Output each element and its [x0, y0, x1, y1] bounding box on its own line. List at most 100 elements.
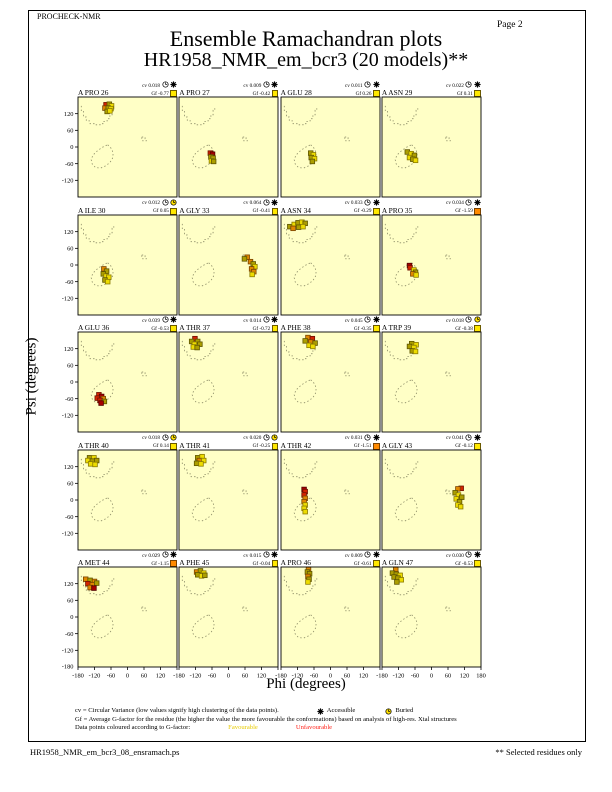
subplot-header: A PHE 45 cv 0.015 Gf -0.04 — [179, 551, 279, 567]
svg-text:-60: -60 — [411, 673, 420, 680]
gf-value: Gf -0.41 — [252, 208, 271, 215]
subplot-a-thr-41: A THR 41 cv 0.020 Gf -0.25 — [178, 434, 279, 550]
residue-stats: cv 0.064 Gf -0.41 — [243, 199, 279, 215]
svg-text:0: 0 — [227, 673, 230, 680]
subplot-header: A ILE 30 cv 0.012 Gf 0.05 — [78, 199, 177, 215]
legend-colour-text: Data points coloured according to G-fact… — [75, 724, 191, 732]
subplot-a-phe-38: A PHE 38 cv 0.045 Gf -0.35 — [280, 316, 381, 433]
svg-text:0: 0 — [70, 262, 73, 269]
residue-label: A GLU 36 — [78, 323, 110, 332]
subplot-header: A THR 40 cv 0.018 Gf 0.14 — [78, 434, 177, 450]
y-axis-label: Psi (degrees) — [23, 337, 40, 416]
clock-icon — [263, 316, 270, 325]
plots-grid: A PRO 26 cv 0.018 Gf -0.77 120 60 0 -60 -120 A P… — [62, 81, 486, 680]
residue-stats: cv 0.018 Gf -0.38 — [446, 316, 481, 332]
accessible-star-icon — [271, 199, 278, 208]
residue-label: A TRP 39 — [381, 323, 412, 332]
gf-value: Gf -0.42 — [252, 90, 271, 97]
subplot-a-glu-28: A GLU 28 cv 0.011 Gf 0.26 — [280, 81, 381, 198]
cv-value: cv 0.033 — [344, 200, 363, 207]
page-number: Page 2 — [497, 20, 523, 30]
cv-value: cv 0.031 — [344, 435, 363, 442]
svg-text:-180: -180 — [275, 673, 287, 680]
accessible-star-icon — [474, 199, 481, 208]
accessible-star-icon — [474, 551, 481, 560]
svg-text:0: 0 — [70, 144, 73, 151]
subplot-a-gly-33: A GLY 33 cv 0.064 Gf -0.41 — [178, 199, 279, 315]
subplot-header: A THR 41 cv 0.020 Gf -0.25 — [179, 434, 279, 450]
ramachandran-plot — [280, 331, 381, 433]
cv-value: cv 0.009 — [344, 552, 363, 559]
accessible-star-icon — [317, 708, 324, 715]
residue-stats: cv 0.009 Gf -0.42 — [243, 81, 279, 97]
svg-text:-120: -120 — [62, 178, 74, 185]
svg-text:0: 0 — [430, 673, 433, 680]
svg-text:120: 120 — [64, 581, 74, 588]
subplot-header: A PHE 38 cv 0.045 Gf -0.35 — [280, 316, 380, 332]
subplot-header: A GLU 28 cv 0.011 Gf 0.26 — [281, 81, 380, 97]
clock-icon — [263, 199, 270, 208]
accessible-star-icon — [170, 81, 177, 90]
clock-icon — [364, 81, 371, 90]
clock-icon — [364, 199, 371, 208]
ramachandran-plot — [381, 214, 482, 315]
gf-value: Gf -0.25 — [252, 443, 271, 450]
clock-icon — [465, 316, 472, 325]
cv-value: cv 0.039 — [142, 317, 160, 324]
subplot-header: A TRP 39 cv 0.018 Gf -0.38 — [381, 316, 481, 332]
gf-colour-square — [271, 207, 279, 215]
clock-icon — [364, 316, 371, 325]
gf-colour-square — [474, 207, 481, 215]
clock-icon — [161, 551, 169, 560]
buried-label: Buried — [395, 707, 414, 714]
residue-stats: cv 0.012 Gf 0.05 — [142, 199, 177, 215]
cv-value: cv 0.014 — [243, 317, 262, 324]
gf-value: Gf -0.53 — [151, 325, 169, 332]
gf-value: Gf -1.59 — [455, 208, 473, 215]
gf-value: Gf -0.29 — [353, 208, 372, 215]
ramachandran-plot — [280, 214, 381, 315]
svg-text:0: 0 — [70, 614, 73, 621]
gf-value: Gf -1.51 — [353, 443, 372, 450]
footer-filename: HR1958_NMR_em_bcr3_08_ensramach.ps — [30, 747, 180, 757]
clock-icon — [364, 434, 371, 443]
gf-value: Gf -0.04 — [252, 560, 271, 567]
unfavourable-label: Unfavourable — [295, 724, 333, 732]
gf-colour-square — [271, 325, 279, 332]
accessible-star-icon — [271, 81, 278, 90]
cv-value: cv 0.030 — [446, 552, 464, 559]
gf-colour-square — [271, 90, 279, 97]
accessible-star-icon — [372, 81, 380, 90]
gf-colour-square — [170, 325, 177, 332]
cv-value: cv 0.009 — [243, 82, 262, 89]
gf-value: Gf -0.35 — [353, 325, 372, 332]
gf-value: Gf 0.26 — [355, 90, 372, 97]
accessible-star-icon — [170, 316, 177, 325]
cv-value: cv 0.018 — [142, 435, 160, 442]
accessible-star-icon — [372, 434, 380, 443]
residue-stats: cv 0.018 Gf 0.14 — [142, 434, 177, 450]
subplot-header: A PRO 35 cv 0.034 Gf -1.59 — [381, 199, 481, 215]
clock-icon — [364, 551, 371, 560]
gf-colour-square — [474, 325, 481, 332]
svg-text:-120: -120 — [62, 413, 74, 420]
subplot-a-met-44: A MET 44 cv 0.029 Gf -1.15 120 60 0 -60 -120 -18… — [62, 551, 178, 680]
legend: cv = Circular Variance (low values signi… — [75, 707, 545, 733]
residue-stats: cv 0.029 Gf -1.15 — [142, 551, 177, 567]
subplot-a-phe-45: A PHE 45 cv 0.015 Gf -0.04 -180 -120 -60 0 60 12… — [173, 551, 279, 680]
buried-clock-icon — [271, 434, 278, 443]
cv-value: cv 0.018 — [142, 82, 160, 89]
residue-label: A GLY 43 — [381, 440, 413, 450]
legend-line-1: cv = Circular Variance (low values signi… — [75, 707, 545, 716]
subplot-a-glu-36: A GLU 36 cv 0.039 Gf -0.53 120 60 0 -60 -120 — [62, 316, 178, 433]
svg-text:120: 120 — [64, 111, 74, 118]
subplot-a-pro-26: A PRO 26 cv 0.018 Gf -0.77 120 60 0 -60 -120 — [62, 81, 178, 198]
ramachandran-plot — [280, 449, 381, 550]
clock-icon — [263, 551, 270, 560]
residue-label: A MET 44 — [78, 558, 110, 567]
gf-value: Gf 0.31 — [456, 90, 473, 97]
residue-stats: cv 0.020 Gf -0.25 — [243, 434, 279, 450]
residue-stats: cv 0.014 Gf -0.72 — [243, 316, 279, 332]
residue-label: A PHE 38 — [280, 323, 311, 332]
residue-label: A PRO 35 — [381, 205, 413, 215]
